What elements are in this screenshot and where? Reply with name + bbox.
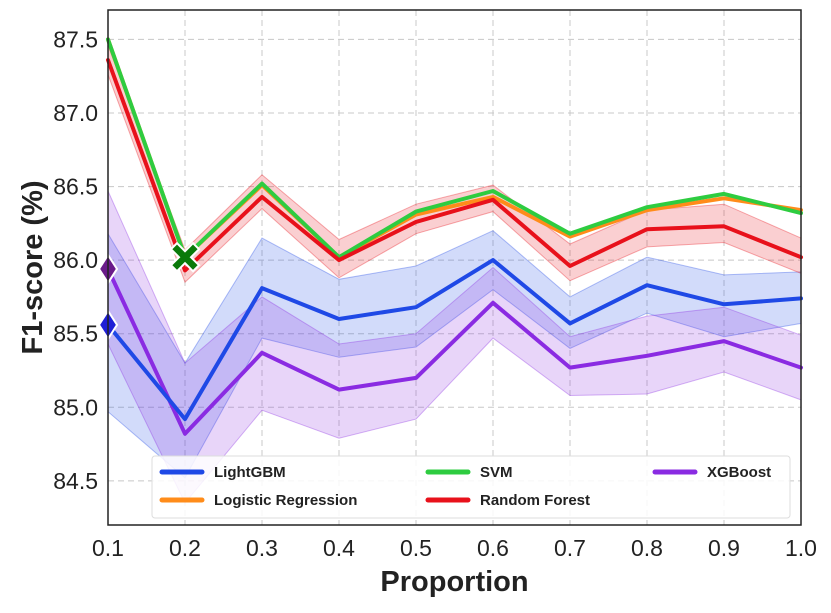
xgboost-line — [106, 267, 803, 436]
x-tick-label: 0.9 — [708, 535, 740, 561]
x-tick-label: 1.0 — [785, 535, 817, 561]
svm-point-marker — [169, 241, 201, 273]
confidence-bands — [107, 45, 802, 504]
x-tick-label: 0.4 — [323, 535, 355, 561]
axis-ticks: 0.1 0.2 0.3 0.4 0.5 0.6 0.7 0.8 0.9 1.0 84.5 85.0 85… — [53, 26, 817, 561]
y-tick-label: 85.5 — [53, 321, 98, 347]
random-forest-line — [106, 58, 803, 273]
x-tick-label: 0.1 — [92, 535, 124, 561]
y-axis-title: F1-score (%) — [17, 180, 49, 354]
y-tick-label: 86.5 — [53, 174, 98, 200]
x-tick-label: 0.2 — [169, 535, 201, 561]
x-tick-label: 0.5 — [400, 535, 432, 561]
legend-label-lightgbm: LightGBM — [214, 464, 286, 481]
legend-label-logistic-regression: Logistic Regression — [214, 492, 357, 509]
lightgbm-line — [106, 258, 803, 422]
legend-label-random-forest: Random Forest — [480, 492, 590, 509]
x-axis-title: Proportion — [380, 566, 528, 598]
y-tick-label: 87.0 — [53, 100, 98, 126]
y-tick-label: 84.5 — [53, 468, 98, 494]
x-marker-shape — [169, 241, 201, 273]
legend-box — [151, 455, 791, 519]
y-tick-label: 85.0 — [53, 394, 98, 420]
y-tick-label: 87.5 — [53, 26, 98, 52]
plot-area-frame — [107, 9, 802, 526]
legend: LightGBM SVM XGBoost Logistic Regression Ran… — [151, 455, 791, 519]
x-tick-label: 0.7 — [554, 535, 586, 561]
legend-label-svm: SVM — [480, 464, 513, 481]
y-tick-label: 86.0 — [53, 247, 98, 273]
svm-line — [106, 37, 803, 260]
x-tick-label: 0.6 — [477, 535, 509, 561]
x-tick-label: 0.8 — [631, 535, 663, 561]
legend-label-xgboost: XGBoost — [707, 464, 771, 481]
series-lines — [106, 37, 803, 436]
x-tick-label: 0.3 — [246, 535, 278, 561]
